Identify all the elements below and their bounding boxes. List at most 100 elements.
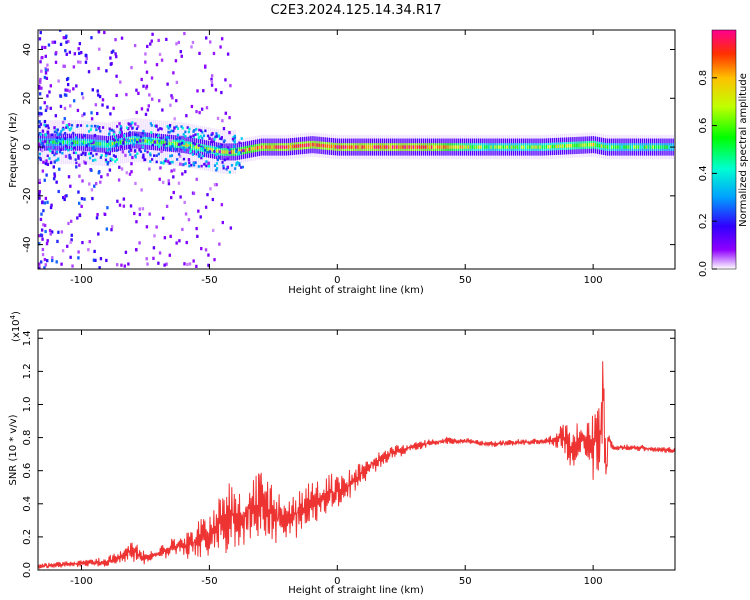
- snr-y-tick-label: 1.2: [22, 363, 33, 379]
- spectrogram-cell: [518, 145, 521, 149]
- spectrogram-noise-cell: [44, 45, 47, 50]
- spectrogram-noise-cell: [51, 133, 54, 137]
- spectrogram-noise-cell: [216, 158, 219, 162]
- spectrogram-cell: [478, 145, 480, 149]
- spectrogram-noise-cell: [151, 143, 154, 147]
- spectrogram-noise-cell: [135, 88, 138, 92]
- spectrogram-cell: [99, 142, 101, 146]
- spectrogram-noise-cell: [161, 216, 165, 220]
- spectrogram-cell: [312, 142, 314, 147]
- spectrogram-noise-cell: [98, 95, 102, 99]
- spectrogram-noise-cell: [45, 106, 49, 110]
- spectrogram-cell: [40, 140, 42, 144]
- spectrogram-noise-cell: [175, 138, 178, 141]
- spectrogram-noise-cell: [190, 45, 193, 49]
- spectrogram-cell: [72, 140, 75, 144]
- spectrogram-noise-cell: [213, 183, 217, 187]
- spectrogram-noise-cell: [93, 124, 97, 128]
- spectrogram-noise-cell: [49, 106, 52, 110]
- spectrogram-noise-cell: [58, 167, 61, 171]
- spectrogram-noise-cell: [63, 197, 66, 202]
- spectrogram-cell: [254, 146, 257, 150]
- spectrogram-noise-cell: [231, 137, 235, 141]
- spectrogram-cell: [52, 140, 54, 144]
- spectrogram-noise-cell: [202, 134, 206, 137]
- spectrogram-noise-cell: [204, 64, 207, 68]
- spectrogram-noise-cell: [77, 190, 80, 194]
- spectrogram-cell: [89, 141, 91, 145]
- spectrogram-noise-cell: [65, 126, 68, 129]
- spectrogram-cell: [547, 145, 549, 149]
- spectrogram-noise-cell: [92, 159, 95, 162]
- spectrogram-noise-cell: [176, 127, 180, 130]
- spectrogram-noise-cell: [160, 127, 163, 131]
- spectrogram-cell: [623, 145, 625, 149]
- spectrogram-cell: [387, 145, 390, 149]
- spectrogram-cell: [596, 143, 599, 148]
- spectrogram-noise-cell: [68, 153, 71, 158]
- spectrogram-noise-cell: [70, 219, 73, 223]
- spectrogram-cell: [496, 145, 498, 149]
- spectrogram-cell: [570, 144, 572, 148]
- spectrogram-noise-cell: [95, 216, 99, 220]
- spectrogram-cell: [443, 145, 445, 149]
- spectrogram-cell: [299, 144, 302, 148]
- spectrogram-noise-cell: [70, 147, 73, 151]
- spectrogram-noise-cell: [156, 133, 159, 137]
- spectrogram-noise-cell: [168, 130, 171, 134]
- spectrogram-noise-cell: [48, 228, 52, 233]
- spectrogram-noise-cell: [55, 180, 58, 184]
- snr-frame: [37, 329, 676, 571]
- spectrogram-cell: [263, 145, 265, 149]
- spectrogram-noise-cell: [175, 148, 178, 151]
- spectrogram-noise-cell: [136, 124, 140, 129]
- spectrogram-noise-cell: [115, 125, 119, 128]
- snr-y-axis-label: SNR (10 * v/v): [8, 414, 19, 485]
- spectrogram-noise-cell: [50, 203, 53, 207]
- spectrogram-noise-cell: [187, 130, 191, 134]
- spectrogram-cell: [408, 145, 410, 149]
- spectrogram-noise-cell: [169, 160, 172, 164]
- spectrogram-noise-cell: [67, 175, 71, 179]
- spectrogram-noise-cell: [89, 152, 93, 155]
- spectrogram-noise-cell: [160, 136, 163, 140]
- spectrogram-cell: [561, 144, 564, 148]
- spectrogram-noise-cell: [42, 223, 45, 227]
- spectrogram-noise-cell: [188, 161, 191, 165]
- spectrogram-noise-cell: [61, 120, 65, 124]
- spectrogram-noise-cell: [74, 158, 77, 161]
- spectrogram-noise-cell: [226, 157, 229, 161]
- spectrogram-noise-cell: [172, 129, 175, 133]
- spectrogram-noise-cell: [56, 239, 59, 244]
- spectrogram-noise-cell: [189, 135, 192, 139]
- spectrogram-noise-cell: [160, 161, 163, 164]
- spectrogram-noise-cell: [167, 136, 170, 139]
- spectrogram-noise-cell: [172, 71, 175, 75]
- spectrogram-noise-cell: [84, 153, 87, 157]
- snr-y-tick-label: 0.2: [22, 529, 33, 545]
- spectrogram-noise-cell: [131, 127, 134, 130]
- spectrogram-noise-cell: [43, 75, 47, 80]
- spectrogram-noise-cell: [114, 136, 117, 140]
- snr-scale-base: (x10: [11, 319, 22, 342]
- spectrogram-noise-cell: [110, 228, 113, 232]
- spectrogram-noise-cell: [131, 155, 134, 160]
- spectrogram-noise-cell: [190, 104, 194, 109]
- spectrogram-cell: [420, 145, 423, 149]
- spectrogram-cell: [424, 145, 427, 149]
- spectrogram-noise-cell: [56, 136, 59, 140]
- spectrogram-cell: [322, 143, 324, 148]
- spectrogram-noise-cell: [78, 213, 81, 217]
- spectrogram-noise-cell: [217, 145, 220, 148]
- spectrogram-noise-cell: [237, 152, 240, 156]
- spectrogram-noise-cell: [164, 159, 167, 163]
- spectrogram-noise-cell: [56, 131, 59, 134]
- spectrogram-noise-cell: [201, 131, 204, 134]
- spectrogram-cell: [633, 145, 635, 149]
- spectrogram-noise-cell: [165, 136, 168, 139]
- spectrogram-noise-cell: [139, 135, 143, 139]
- spectrogram-noise-cell: [210, 74, 214, 78]
- spectrogram-cell: [625, 145, 627, 149]
- spectrogram-noise-cell: [177, 153, 181, 156]
- spectrogram-noise-cell: [241, 165, 245, 169]
